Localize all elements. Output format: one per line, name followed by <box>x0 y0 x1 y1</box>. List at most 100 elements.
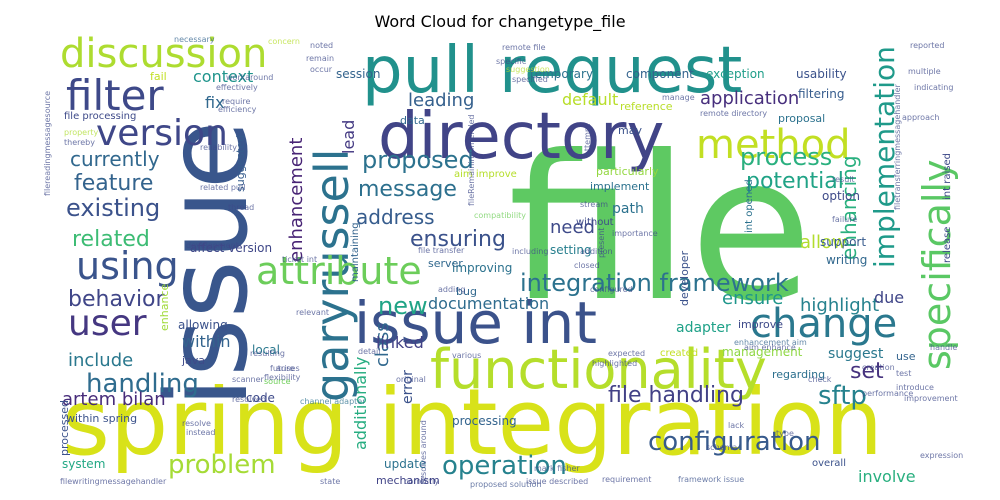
word-int-opened: int opened <box>744 179 755 233</box>
word-including: including <box>512 247 548 256</box>
word-related: related <box>72 227 150 252</box>
word-workaround: workaround <box>226 73 273 82</box>
word-ensure: ensure <box>722 288 783 309</box>
word-enhancement-aim: enhancement aim <box>734 338 807 347</box>
word-option: option <box>822 189 860 203</box>
word-session: session <box>336 67 380 81</box>
word-include: include <box>68 350 133 371</box>
word-may: may <box>618 124 642 137</box>
word-regarding: regarding <box>772 368 825 381</box>
word-approach: approach <box>902 113 939 122</box>
word-temporary: temporary <box>530 67 593 81</box>
word-created: created <box>660 348 698 359</box>
word-usability: usability <box>796 67 847 81</box>
word-adapter: adapter <box>676 320 731 336</box>
word-int-raised: int raised <box>942 153 953 200</box>
word-filereadingmessagesource: filereadingmessagesource <box>43 91 52 196</box>
word-java: java <box>181 354 205 367</box>
word-related-pull: related pull <box>200 183 245 192</box>
word-within-spring: within spring <box>66 412 137 425</box>
word-artem-bilan: artem bilan <box>62 389 166 410</box>
word-performance: performance <box>862 389 913 398</box>
word-compatibility: compatibility <box>474 211 526 220</box>
word-existing: existing <box>66 194 160 222</box>
word-documentation: documentation <box>428 294 549 313</box>
word-expected: expected <box>608 349 645 358</box>
word-overall: overall <box>812 458 846 469</box>
word-code: code <box>246 391 275 405</box>
word-fail: fail <box>150 70 167 83</box>
word-improve: improve <box>738 318 783 331</box>
word-implement: implement <box>590 180 650 193</box>
word-processing: processing <box>452 414 517 428</box>
word-framework-issue: framework issue <box>678 475 744 484</box>
word-addition: addition <box>580 247 613 256</box>
word-reference: reference <box>620 100 673 113</box>
word-exception: exception <box>706 67 765 81</box>
word-filewritingmessagehandler: filewritingmessagehandler <box>60 477 167 486</box>
word-specified: specified <box>512 75 548 84</box>
word-specific: specific <box>496 57 526 66</box>
word-allow: allow <box>800 232 847 253</box>
word-version: version <box>96 113 228 154</box>
word-handle: handle <box>930 343 957 352</box>
word-improvement: improvement <box>904 394 958 403</box>
word-schema: schema <box>706 443 737 452</box>
word-issue: issue <box>143 120 273 408</box>
word-server: server <box>428 257 463 270</box>
word-various: various <box>452 351 481 360</box>
word-manage: manage <box>662 93 695 102</box>
word-using: using <box>76 244 179 288</box>
word-support: support <box>820 235 866 249</box>
word-spring-integration: spring integration <box>62 369 883 476</box>
word-highlight: highlight <box>800 295 879 316</box>
word-type: type <box>776 429 794 438</box>
word-proposed-solution: proposed solution <box>470 480 541 489</box>
word-remote-file: remote file <box>502 43 546 52</box>
word-detail: detail <box>358 347 380 356</box>
word-reliability: reliability <box>200 143 237 152</box>
word-file-handling: file handling <box>608 383 744 408</box>
word-state: state <box>320 477 340 486</box>
word-file: file <box>508 113 813 346</box>
word-implementation: implementation <box>868 46 901 268</box>
word-correctly: correctly <box>404 477 439 486</box>
word-relevant: relevant <box>296 308 329 317</box>
word-without: without <box>576 217 614 228</box>
word-problem: problem <box>168 450 276 480</box>
word-remote-directory: remote directory <box>700 109 767 118</box>
word-mechanism: mechanism <box>376 474 440 487</box>
word-thread: thread <box>228 203 254 212</box>
word-management: management <box>722 345 803 359</box>
word-within: within <box>182 332 231 351</box>
word-intended: intended <box>467 115 476 151</box>
word-potential: potential <box>746 169 844 194</box>
word-error: error <box>400 370 416 404</box>
word-aim-enhance: aim enhance <box>744 343 796 352</box>
word-bug: bug <box>456 285 477 298</box>
word-suggestion: suggestion <box>506 65 550 74</box>
word-multiple: multiple <box>908 67 941 76</box>
word-sftp: sftp <box>818 381 867 411</box>
word-noted: noted <box>310 41 333 50</box>
word-address: address <box>356 205 435 229</box>
word-user: user <box>68 303 147 344</box>
word-remain: remain <box>306 54 334 63</box>
word-default: default <box>562 90 618 109</box>
word-highlighted: highlighted <box>592 359 637 368</box>
word-application: application <box>700 88 799 109</box>
word-require: require <box>222 97 251 106</box>
word-instead: instead <box>186 428 216 437</box>
word-currently: currently <box>70 147 160 171</box>
word-new: new <box>378 292 428 320</box>
word-concern: concern <box>268 37 300 46</box>
word-method: method <box>696 122 850 168</box>
word-occur: occur <box>310 65 333 74</box>
word-use: use <box>896 350 916 363</box>
word-local: local <box>252 343 280 357</box>
word-stream: stream <box>580 200 608 209</box>
word-attribute: attribute <box>256 249 422 293</box>
word-directory: directory <box>378 100 664 174</box>
word-due: due <box>874 288 904 307</box>
word-attempt: attempt <box>583 124 592 156</box>
